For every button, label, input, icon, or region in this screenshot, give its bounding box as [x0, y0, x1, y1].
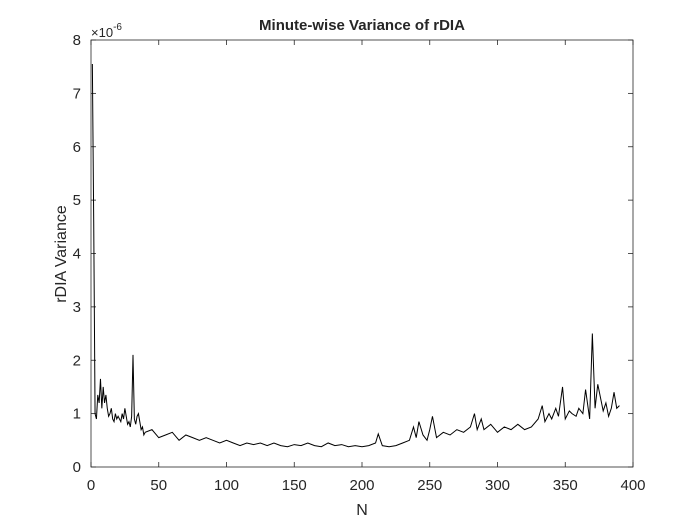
- y-exponent-power: -6: [113, 22, 122, 33]
- series-line: [91, 64, 620, 448]
- y-tick-label: 0: [73, 459, 81, 476]
- tick-labels: 0 50 100 150 200 250 300 350 400 0 1 2 3 4 5 6 7 8: [73, 32, 646, 494]
- plot-area: [91, 40, 633, 467]
- x-tick-label: 0: [87, 477, 95, 494]
- y-tick-label: 7: [73, 85, 81, 102]
- y-exponent-label: ×10-6: [91, 22, 122, 40]
- y-tick-label: 6: [73, 139, 81, 156]
- y-axis-label: rDIA Variance: [53, 205, 70, 303]
- x-tick-label: 300: [485, 477, 510, 494]
- y-tick-label: 8: [73, 32, 81, 49]
- y-tick-label: 5: [73, 192, 81, 209]
- plot-frame: [90, 39, 634, 468]
- x-tick-label: 200: [349, 477, 374, 494]
- y-tick-label: 4: [73, 246, 81, 263]
- x-tick-label: 100: [214, 477, 239, 494]
- y-exponent-base: ×10: [91, 25, 113, 40]
- chart-title: Minute-wise Variance of rDIA: [259, 17, 465, 34]
- x-tick-label: 350: [553, 477, 578, 494]
- y-tick-label: 1: [73, 406, 81, 423]
- x-tick-label: 250: [417, 477, 442, 494]
- x-tick-label: 150: [282, 477, 307, 494]
- y-tick-label: 3: [73, 299, 81, 316]
- x-axis-label: N: [356, 502, 368, 519]
- x-tick-label: 50: [150, 477, 167, 494]
- x-tick-label: 400: [620, 477, 645, 494]
- y-tick-label: 2: [73, 352, 81, 369]
